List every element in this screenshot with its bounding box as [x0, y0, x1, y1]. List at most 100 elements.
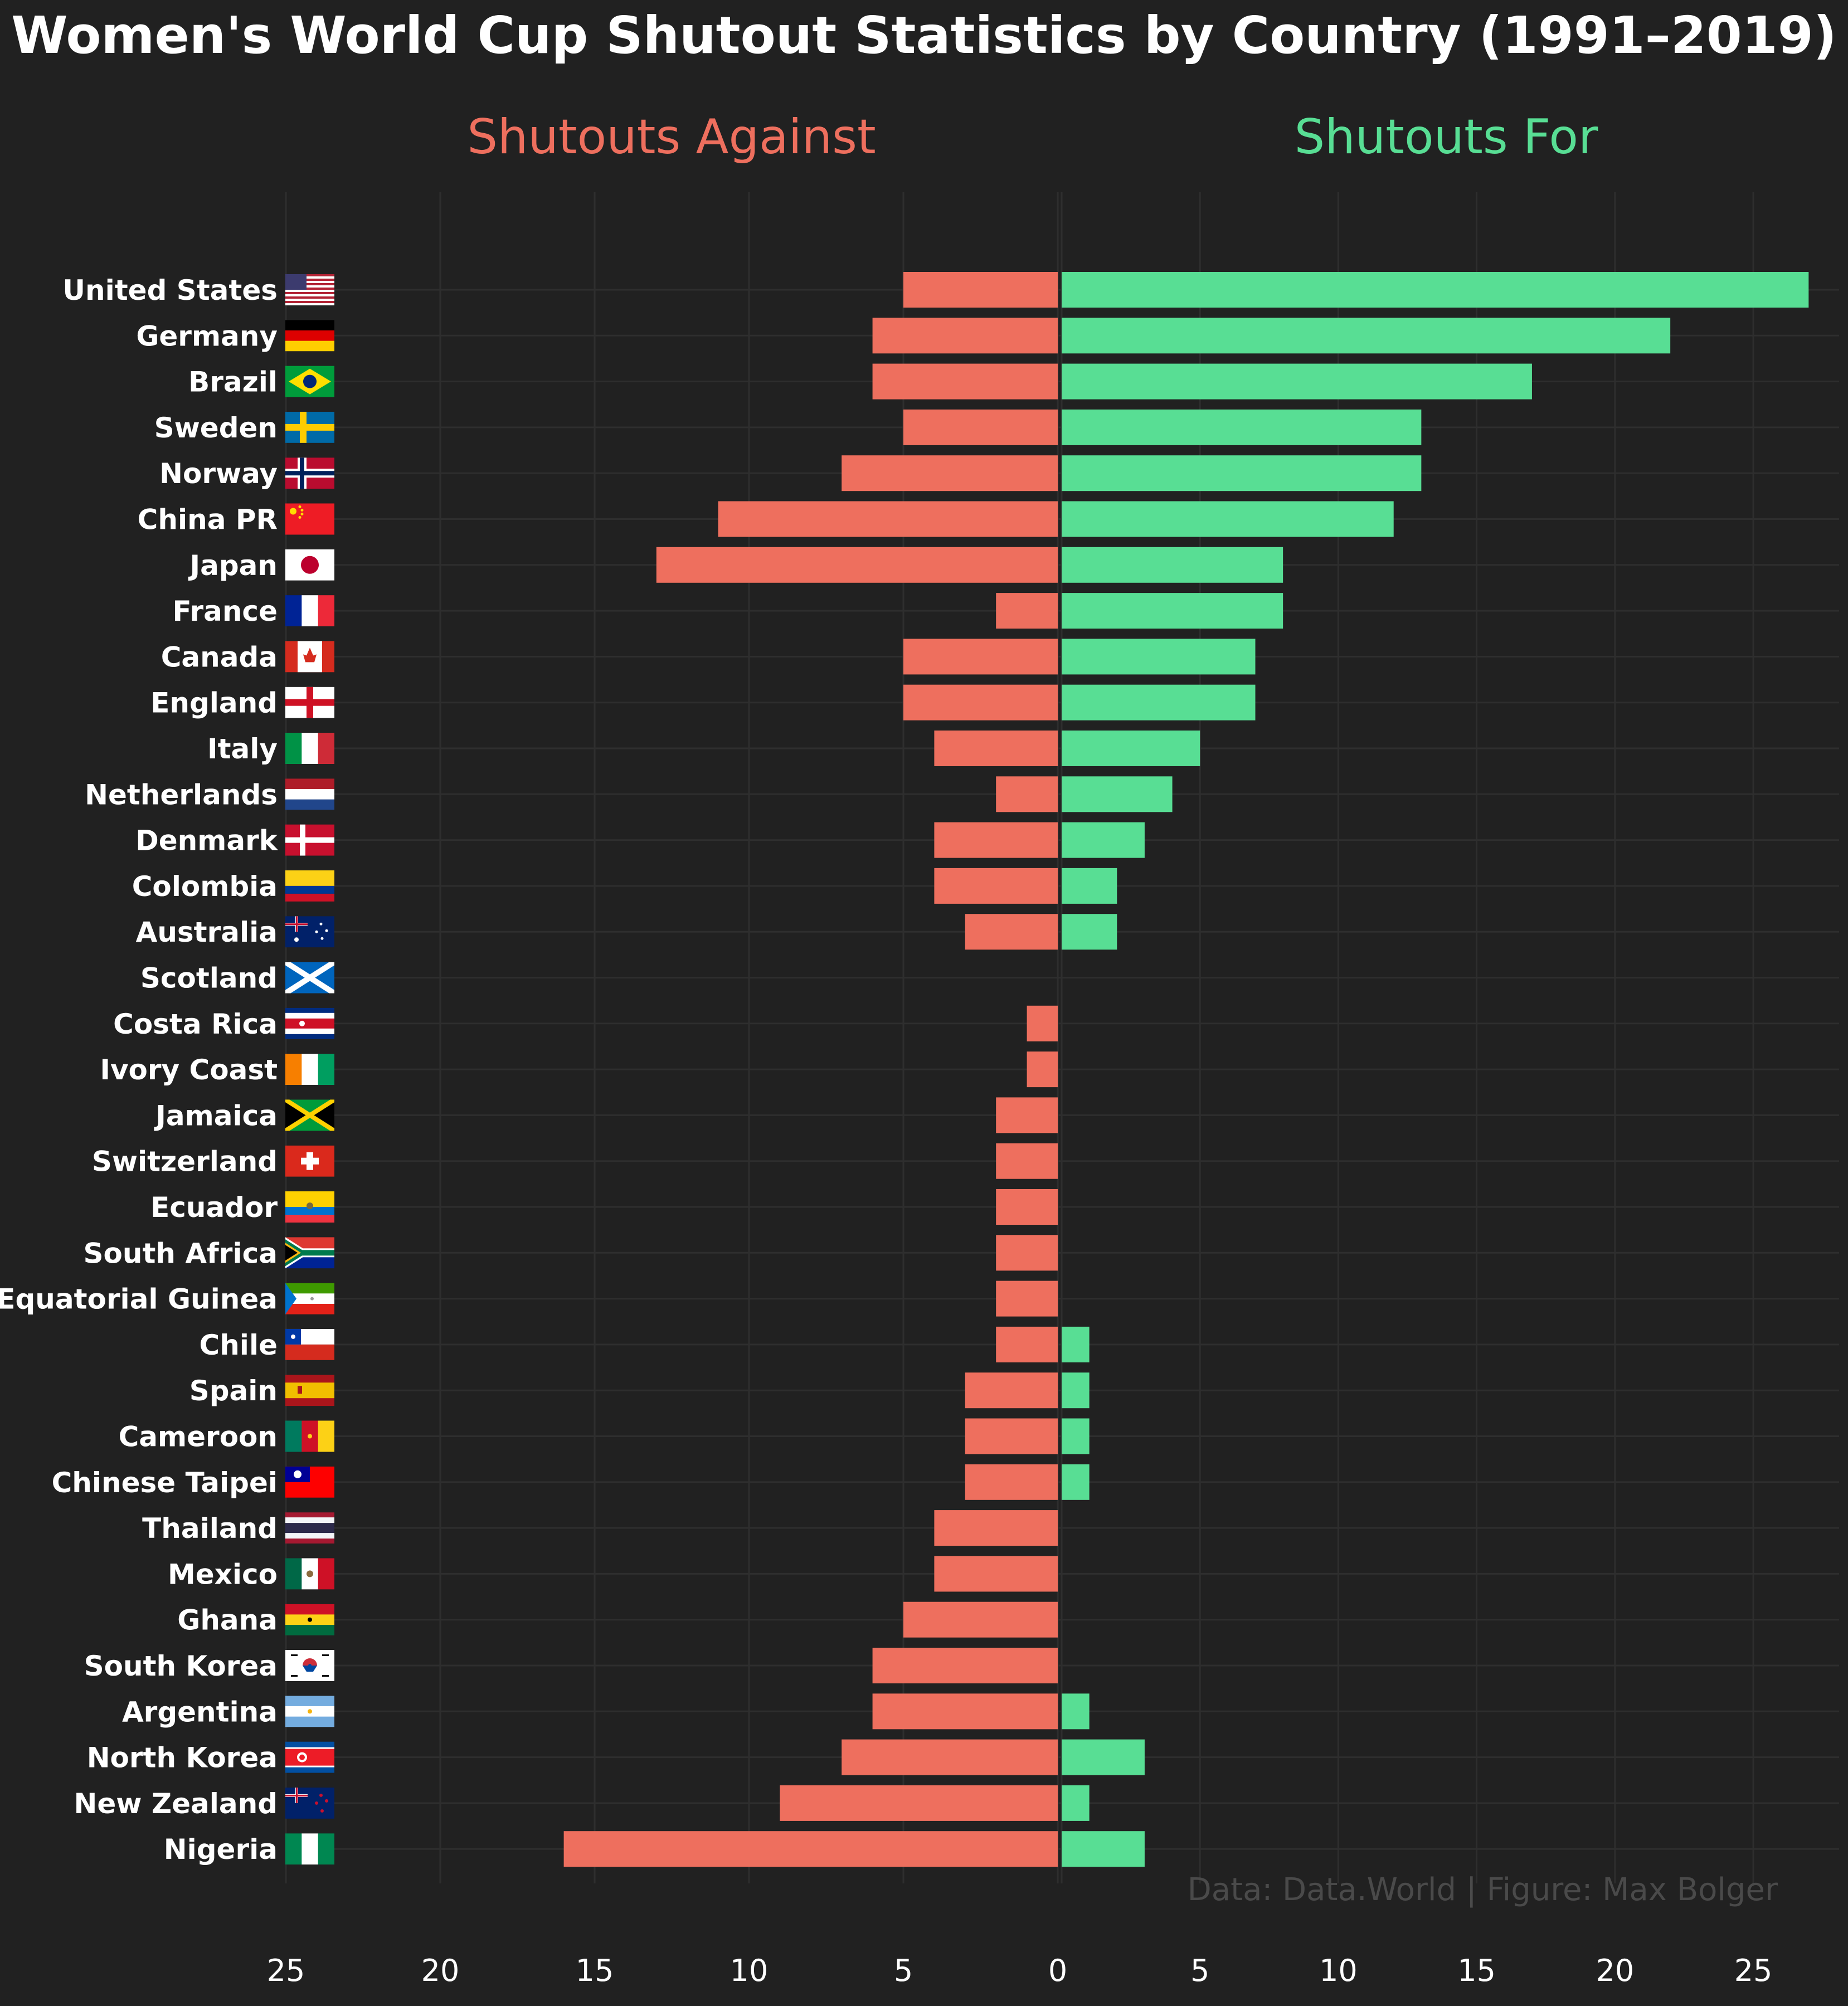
- flag-france-icon: [285, 595, 334, 627]
- bar-against-thailand: [934, 1510, 1058, 1546]
- label-ivory-coast: Ivory Coast: [100, 1054, 278, 1086]
- flag-switzerland-icon: [285, 1145, 334, 1177]
- bar-for-norway: [1062, 455, 1422, 491]
- chart-title: Women's World Cup Shutout Statistics by …: [11, 6, 1837, 65]
- label-italy: Italy: [207, 733, 278, 765]
- label-south-korea: South Korea: [84, 1650, 278, 1682]
- flag-australia-icon: [285, 916, 334, 948]
- label-new-zealand: New Zealand: [74, 1788, 278, 1820]
- bar-for-argentina: [1062, 1693, 1090, 1730]
- bar-for-germany: [1062, 318, 1671, 354]
- label-spain: Spain: [189, 1375, 278, 1407]
- flag-england-icon: [285, 686, 334, 718]
- label-ghana: Ghana: [177, 1604, 278, 1637]
- tick-right-20: 20: [1596, 1953, 1634, 1988]
- bar-against-chile: [996, 1326, 1058, 1362]
- label-australia: Australia: [136, 916, 278, 948]
- label-thailand: Thailand: [142, 1512, 278, 1545]
- flag-brazil-icon: [285, 366, 334, 397]
- bar-against-germany: [872, 318, 1058, 354]
- panel-title-against: Shutouts Against: [467, 109, 876, 165]
- label-chinese-taipei: Chinese Taipei: [52, 1467, 278, 1499]
- bar-for-australia: [1062, 914, 1117, 950]
- bar-against-argentina: [872, 1693, 1058, 1730]
- tick-right-15: 15: [1457, 1953, 1496, 1988]
- flag-south-africa-icon: [285, 1237, 334, 1269]
- flag-cameroon-icon: [285, 1420, 334, 1452]
- bar-against-equatorial-guinea: [996, 1280, 1058, 1317]
- bar-for-north-korea: [1062, 1739, 1145, 1775]
- bar-against-north-korea: [842, 1739, 1058, 1775]
- label-brazil: Brazil: [188, 366, 278, 398]
- label-china-pr: China PR: [138, 504, 278, 536]
- bar-against-colombia: [934, 868, 1058, 904]
- bar-against-united-states: [903, 272, 1058, 308]
- bar-against-ecuador: [996, 1189, 1058, 1225]
- flag-south-korea-icon: [285, 1650, 334, 1681]
- label-jamaica: Jamaica: [154, 1099, 278, 1132]
- label-argentina: Argentina: [122, 1696, 278, 1728]
- label-germany: Germany: [136, 320, 278, 352]
- flags: [285, 274, 334, 1865]
- flag-north-korea-icon: [285, 1741, 334, 1773]
- bar-against-brazil: [872, 363, 1058, 400]
- flag-chinese-taipei-icon: [285, 1466, 334, 1498]
- bar-for-spain: [1062, 1372, 1090, 1409]
- tick-left-5: 5: [894, 1953, 913, 1988]
- bar-against-jamaica: [996, 1097, 1058, 1133]
- label-scotland: Scotland: [140, 962, 278, 995]
- label-france: France: [172, 595, 278, 627]
- bar-for-denmark: [1062, 822, 1145, 858]
- bar-for-chile: [1062, 1326, 1090, 1362]
- flag-ecuador-icon: [285, 1191, 334, 1223]
- label-south-africa: South Africa: [84, 1237, 278, 1269]
- flag-china-pr-icon: [285, 503, 334, 535]
- bars: [563, 272, 1809, 1867]
- bar-against-mexico: [934, 1556, 1058, 1592]
- bar-for-united-states: [1062, 272, 1809, 308]
- flag-japan-icon: [285, 549, 334, 581]
- flag-italy-icon: [285, 733, 334, 764]
- tick-left-25: 25: [267, 1953, 305, 1988]
- label-norway: Norway: [159, 457, 278, 490]
- country-labels: United States Germany Brazil Sweden Norway Ch…: [0, 274, 279, 1866]
- bar-for-brazil: [1062, 363, 1532, 400]
- tick-left-20: 20: [421, 1953, 460, 1988]
- bar-for-colombia: [1062, 868, 1117, 904]
- label-united-states: United States: [62, 274, 278, 306]
- caption: Data: Data.World | Figure: Max Bolger: [1188, 1872, 1778, 1908]
- flag-norway-icon: [285, 457, 334, 489]
- tick-right-5: 5: [1190, 1953, 1209, 1988]
- bar-against-ghana: [903, 1601, 1058, 1638]
- label-cameroon: Cameroon: [119, 1421, 278, 1453]
- bar-for-china-pr: [1062, 501, 1394, 537]
- bar-for-chinese-taipei: [1062, 1464, 1090, 1500]
- label-canada: Canada: [161, 641, 278, 673]
- flag-mexico-icon: [285, 1558, 334, 1590]
- bar-against-japan: [656, 547, 1058, 583]
- flag-thailand-icon: [285, 1512, 334, 1544]
- flag-nigeria-icon: [285, 1833, 334, 1865]
- flag-jamaica-icon: [285, 1099, 334, 1131]
- bar-against-denmark: [934, 822, 1058, 858]
- bar-for-nigeria: [1062, 1831, 1145, 1867]
- tick-right-25: 25: [1734, 1953, 1773, 1988]
- bar-for-england: [1062, 684, 1256, 720]
- flag-netherlands-icon: [285, 778, 334, 810]
- label-nigeria: Nigeria: [164, 1833, 278, 1866]
- label-equatorial-guinea: Equatorial Guinea: [0, 1283, 278, 1316]
- bar-for-cameroon: [1062, 1418, 1090, 1454]
- label-north-korea: North Korea: [87, 1742, 278, 1774]
- bar-for-japan: [1062, 547, 1283, 583]
- label-colombia: Colombia: [132, 870, 278, 903]
- flag-chile-icon: [285, 1328, 334, 1360]
- bar-against-cameroon: [965, 1418, 1058, 1454]
- bar-against-norway: [842, 455, 1058, 491]
- label-netherlands: Netherlands: [85, 778, 278, 811]
- bar-against-south-africa: [996, 1235, 1058, 1271]
- flag-ghana-icon: [285, 1604, 334, 1635]
- panel-title-for: Shutouts For: [1295, 109, 1598, 165]
- bar-against-sweden: [903, 409, 1058, 445]
- bar-against-costa-rica: [1027, 1005, 1058, 1041]
